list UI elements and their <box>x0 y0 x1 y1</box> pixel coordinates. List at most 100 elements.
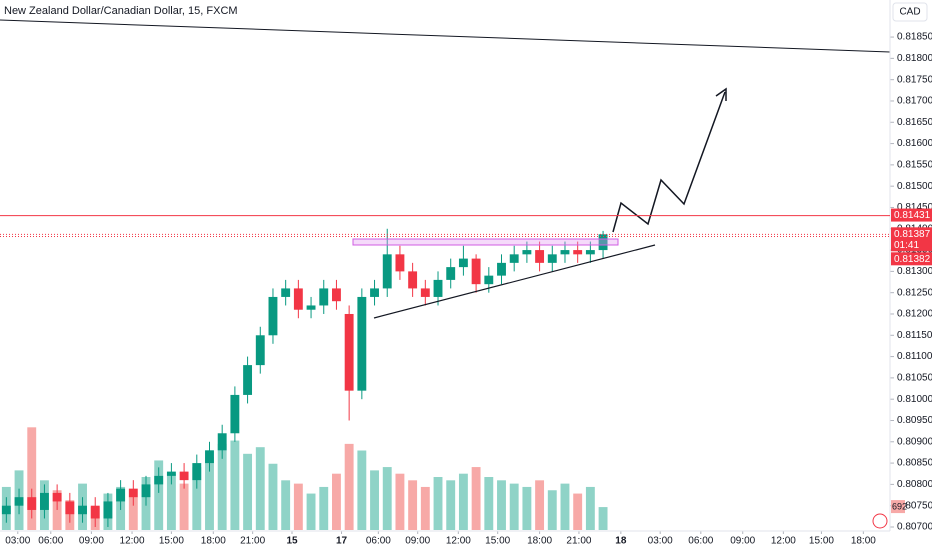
candle-body <box>293 288 303 310</box>
y-tick-label: 0.81000 <box>897 394 932 405</box>
volume-bar <box>535 480 545 530</box>
candle-body <box>116 488 126 502</box>
volume-bar <box>179 483 189 530</box>
price-label: 0.81431 <box>894 210 931 221</box>
candle-body <box>332 288 341 302</box>
y-tick-label: 0.80750 <box>897 500 932 511</box>
candle-body <box>547 254 557 263</box>
candle-body <box>484 275 494 285</box>
y-tick-label: 0.81250 <box>897 287 932 298</box>
x-tick-label: 03:00 <box>648 536 673 547</box>
y-tick-label: 0.80700 <box>897 522 932 533</box>
candle-body <box>458 258 468 268</box>
x-tick-label: 15:00 <box>809 536 834 547</box>
x-tick-label: 06:00 <box>366 536 391 547</box>
volume-bar <box>332 473 341 530</box>
y-tick-label: 0.81500 <box>897 181 932 192</box>
y-tick-label: 0.81550 <box>897 160 932 171</box>
y-tick-label: 0.81800 <box>897 53 932 64</box>
volume-bar <box>293 483 303 530</box>
candle-body <box>103 501 113 519</box>
candle-body <box>471 258 481 285</box>
x-tick-label: 09:00 <box>79 536 104 547</box>
projection-path <box>612 91 726 233</box>
y-tick-label: 0.81450 <box>897 202 932 213</box>
currency-button[interactable] <box>892 2 928 22</box>
x-tick-label: 09:00 <box>730 536 755 547</box>
price-label: 0.81387 <box>894 229 931 240</box>
x-tick-label: 21:00 <box>240 536 265 547</box>
candle-body <box>319 288 329 306</box>
volume-label-box <box>891 500 905 514</box>
y-tick-label: 0.81300 <box>897 266 932 277</box>
currency[interactable]: CAD <box>899 7 920 18</box>
volume-label: 692 <box>892 501 907 511</box>
volume-bar <box>598 507 608 530</box>
candle-body <box>166 471 176 476</box>
volume-bar <box>52 490 62 530</box>
candle-body <box>52 492 62 502</box>
candle-body <box>306 305 316 310</box>
x-tick-label: 15:00 <box>159 536 184 547</box>
candle-body <box>344 313 354 391</box>
x-tick-label: 15:00 <box>485 536 510 547</box>
volume-bar <box>344 443 354 530</box>
candle-body <box>78 505 87 515</box>
candle-body <box>192 463 202 481</box>
volume-bar <box>484 477 494 530</box>
volume-bar <box>205 457 214 530</box>
x-tick-label: 12:00 <box>120 536 145 547</box>
candle-body <box>370 288 379 297</box>
alert-icon[interactable] <box>872 513 888 529</box>
candle-body <box>446 267 456 280</box>
candle-body <box>27 497 37 510</box>
volume-bar <box>547 490 557 530</box>
volume-bar <box>166 473 176 530</box>
y-tick-label: 0.81200 <box>897 309 932 320</box>
x-tick-label: 12:00 <box>446 536 471 547</box>
volume-bar <box>497 480 506 530</box>
candle-body <box>39 492 49 510</box>
candle-body <box>408 271 418 289</box>
x-tick-label: 18:00 <box>527 536 552 547</box>
candle-body <box>65 501 75 515</box>
y-tick-label: 0.80950 <box>897 415 932 426</box>
volume-bar <box>281 480 291 530</box>
volume-bar <box>217 443 227 530</box>
y-tick-label: 0.81700 <box>897 96 932 107</box>
candle-body <box>497 262 506 276</box>
candle-body <box>205 450 214 464</box>
candle-body <box>154 475 164 485</box>
candle-body <box>268 296 278 336</box>
volume-bar <box>420 486 430 530</box>
candle-body <box>217 433 227 451</box>
price-label: 0.81382 <box>894 254 931 265</box>
volume-bar <box>471 467 481 530</box>
candle-body <box>395 254 405 272</box>
price-label-box <box>891 208 932 222</box>
x-tick-label: 06:00 <box>688 536 713 547</box>
volume-bar <box>408 480 418 530</box>
candle-body <box>522 250 532 255</box>
candle-body <box>255 335 265 366</box>
y-tick-label: 0.81650 <box>897 117 932 128</box>
volume-bar <box>255 447 265 530</box>
candle-body <box>128 488 138 498</box>
volume-bar <box>128 496 138 530</box>
candle-body <box>560 250 570 255</box>
x-tick-label: 18:00 <box>851 536 876 547</box>
candle-body <box>281 288 291 297</box>
y-tick-label: 0.80800 <box>897 479 932 490</box>
volume-bar <box>458 473 468 530</box>
candle-body <box>382 254 392 289</box>
volume-bar <box>573 493 583 530</box>
candle-body <box>585 250 595 255</box>
candle-body <box>420 288 430 297</box>
candle-body <box>90 505 100 519</box>
candle-body <box>535 250 545 263</box>
drawings <box>0 19 891 319</box>
candle-body <box>433 279 443 297</box>
volume-bar <box>446 480 456 530</box>
